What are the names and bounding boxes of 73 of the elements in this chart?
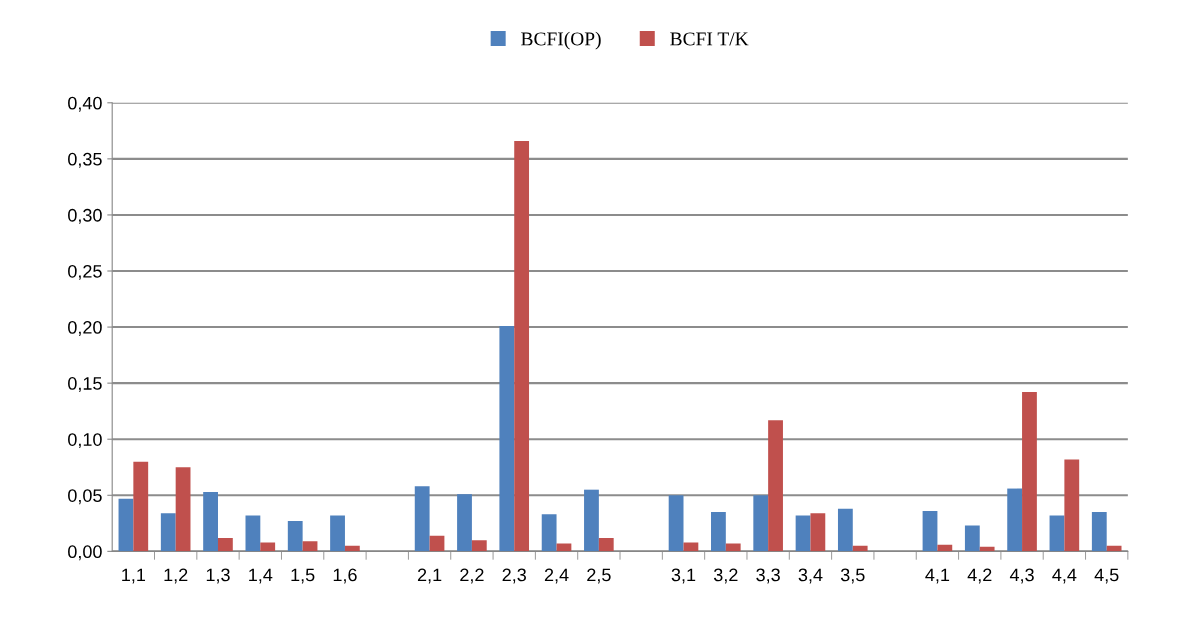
bar bbox=[795, 515, 811, 552]
x-tick-label: 4,4 bbox=[1052, 568, 1077, 584]
bar bbox=[753, 495, 769, 552]
x-tick-label: 4,3 bbox=[1009, 568, 1034, 584]
bar bbox=[217, 537, 233, 552]
bar bbox=[471, 540, 487, 552]
x-tick-label: 2,1 bbox=[417, 568, 442, 584]
x-tick-label: 1,1 bbox=[122, 568, 146, 584]
bar bbox=[598, 537, 614, 552]
bar bbox=[287, 521, 303, 552]
x-tick-label: 2,2 bbox=[460, 568, 484, 584]
y-tick-label: 0,15 bbox=[68, 377, 102, 392]
x-tick-label: 1,2 bbox=[164, 568, 188, 584]
y-tick-label: 0,35 bbox=[68, 152, 102, 168]
x-tick-label: 3,4 bbox=[798, 568, 823, 584]
bar bbox=[711, 512, 726, 552]
x-tick-label: 2,3 bbox=[502, 568, 526, 584]
x-tick-label: 4,1 bbox=[925, 568, 950, 584]
x-tick-label: 2,5 bbox=[587, 568, 611, 584]
y-tick-label: 0,40 bbox=[68, 96, 102, 112]
bar bbox=[725, 543, 741, 552]
x-tick-label: 3,5 bbox=[840, 568, 865, 584]
bar bbox=[937, 544, 953, 552]
bar bbox=[344, 545, 360, 552]
bar bbox=[118, 498, 134, 552]
bar bbox=[1022, 392, 1037, 552]
x-tick-label: 3,2 bbox=[713, 568, 738, 584]
y-tick-label: 0,00 bbox=[68, 545, 102, 561]
legend-label: BCFI(OP) bbox=[521, 31, 601, 50]
x-tick-label: 1,4 bbox=[249, 568, 273, 584]
x-tick-label: 3,1 bbox=[671, 568, 696, 584]
bar bbox=[514, 140, 530, 552]
bar bbox=[1064, 459, 1080, 552]
bar bbox=[852, 545, 868, 552]
bar bbox=[175, 467, 191, 552]
bar bbox=[1091, 512, 1107, 552]
x-tick-label: 1,5 bbox=[291, 568, 315, 584]
bar bbox=[414, 486, 430, 552]
x-tick-label: 1,6 bbox=[333, 568, 357, 584]
bar bbox=[768, 420, 783, 552]
x-tick-label: 4,2 bbox=[967, 568, 992, 584]
bar bbox=[133, 461, 149, 552]
y-tick-label: 0,05 bbox=[68, 489, 102, 505]
bar bbox=[668, 495, 684, 552]
bar bbox=[1049, 515, 1065, 552]
x-tick-label: 4,5 bbox=[1094, 568, 1119, 584]
bar bbox=[683, 542, 699, 552]
bar bbox=[922, 510, 938, 552]
y-tick-label: 0,20 bbox=[68, 321, 102, 336]
x-tick-label: 1,3 bbox=[206, 568, 230, 584]
legend-label: BCFI T/K bbox=[670, 32, 749, 46]
bar bbox=[260, 542, 276, 552]
y-tick-label: 0,10 bbox=[68, 433, 102, 449]
x-tick-label: 3,3 bbox=[756, 568, 780, 584]
bar bbox=[302, 541, 318, 552]
bar bbox=[1106, 545, 1122, 552]
bar bbox=[160, 513, 176, 552]
bar bbox=[330, 515, 345, 552]
bar bbox=[541, 514, 557, 552]
bar bbox=[979, 546, 995, 552]
bar bbox=[429, 535, 445, 552]
y-tick-label: 0,25 bbox=[68, 264, 102, 280]
bar bbox=[964, 525, 980, 552]
bar bbox=[837, 508, 853, 552]
bar bbox=[584, 489, 599, 552]
y-tick-label: 0,30 bbox=[68, 208, 102, 224]
bar bbox=[810, 513, 826, 552]
bar bbox=[499, 325, 515, 552]
bar bbox=[1007, 488, 1023, 552]
x-tick-label: 2,4 bbox=[544, 568, 569, 584]
bar bbox=[457, 494, 472, 552]
bar bbox=[245, 515, 261, 552]
bar bbox=[203, 491, 218, 552]
